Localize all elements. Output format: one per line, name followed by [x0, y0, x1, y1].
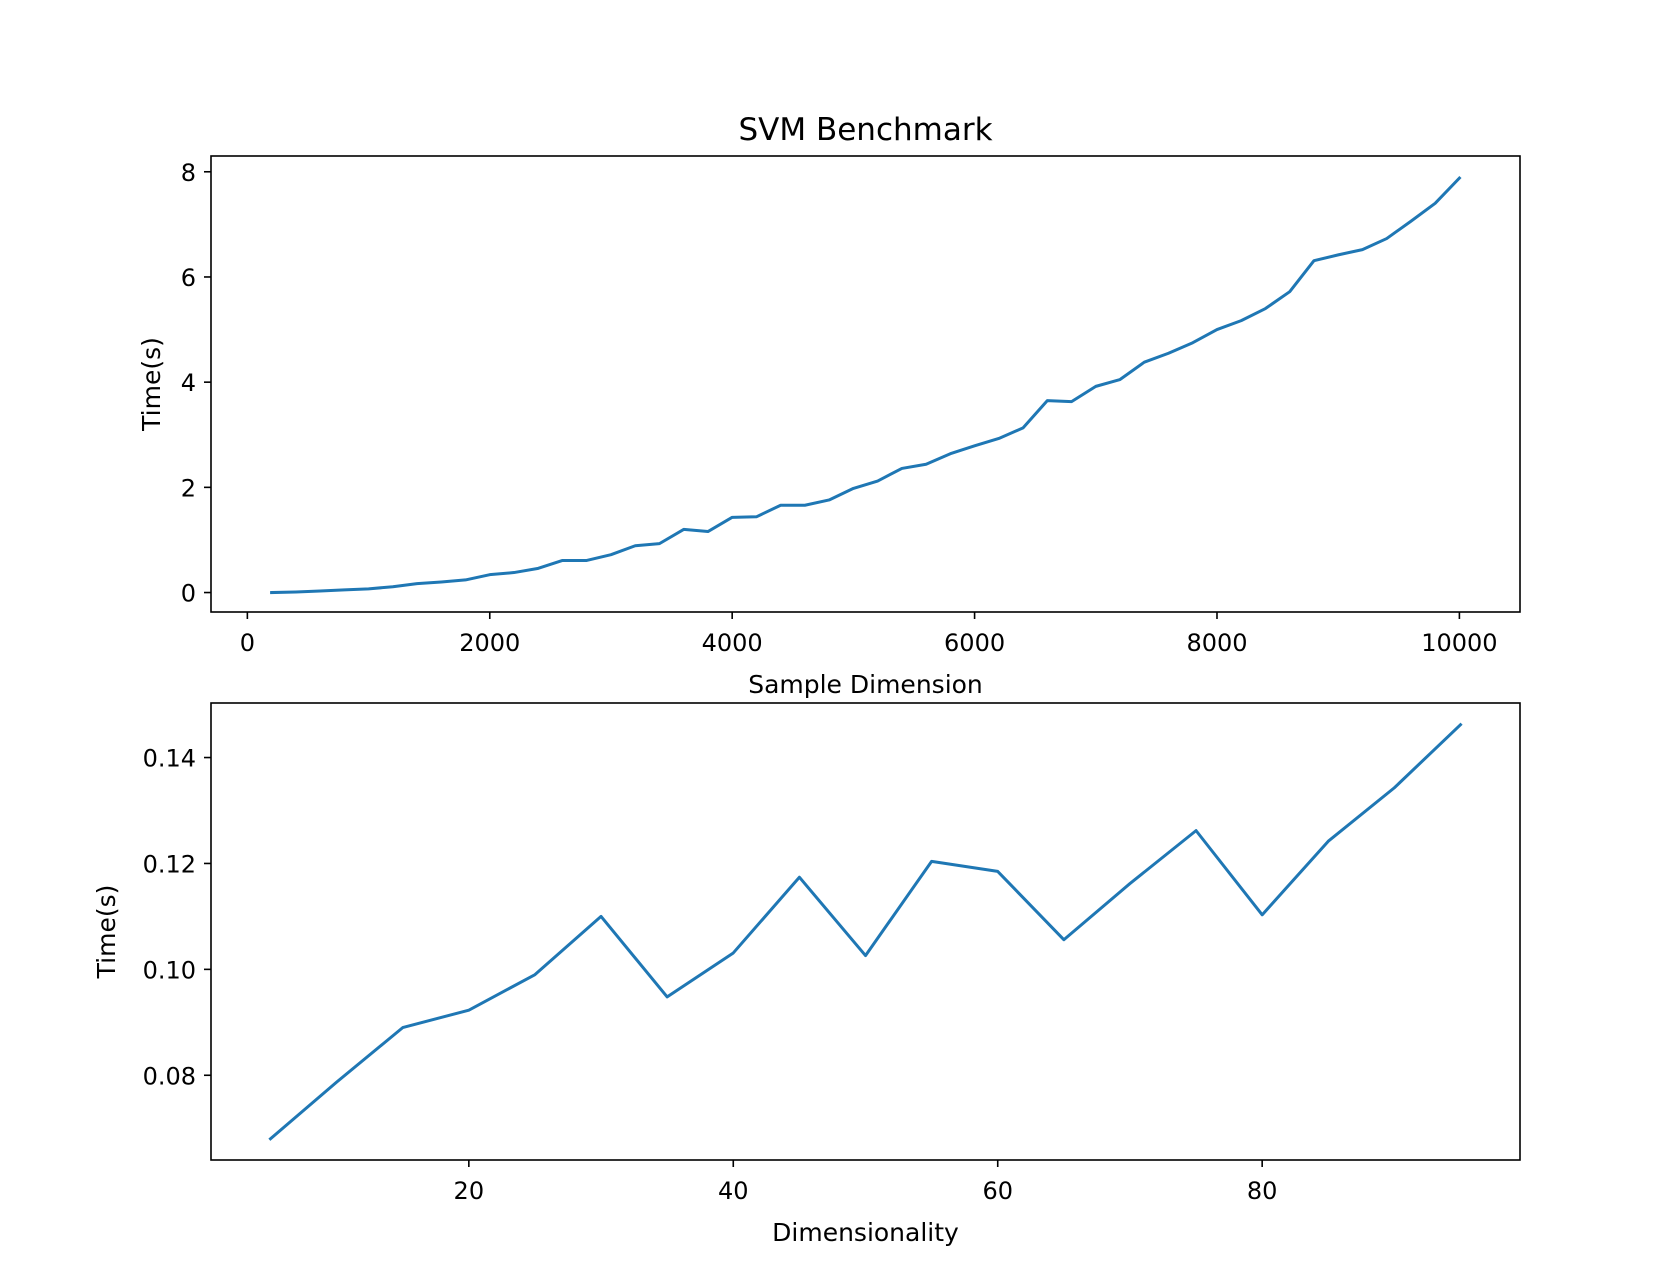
- sample-dimension-chart: 0 2000 4000 6000 8000 10000 0 2 4 6 8 Sample Dimens…: [137, 112, 1521, 699]
- axes-frame: [210, 702, 1521, 1161]
- x-tick-label: 0: [240, 629, 255, 657]
- x-axis-label: Sample Dimension: [748, 670, 983, 699]
- y-tick-label: 0.08: [143, 1062, 196, 1090]
- y-tick-label: 8: [181, 159, 196, 187]
- x-axis-label: Dimensionality: [772, 1218, 959, 1247]
- y-axis-label: Time(s): [92, 885, 121, 980]
- y-tick-label: 0.14: [143, 745, 196, 773]
- y-tick-label: 0: [181, 580, 196, 608]
- x-tick-label: 20: [454, 1177, 485, 1205]
- chart-title: SVM Benchmark: [738, 112, 992, 148]
- y-tick-label: 2: [181, 474, 196, 502]
- series-line: [268, 722, 1463, 1141]
- x-tick-label: 40: [718, 1177, 749, 1205]
- dimensionality-chart: 20 40 60 80 0.08 0.10 0.12 0.14 Dimensionality Ti…: [92, 702, 1521, 1247]
- y-tick-label: 4: [181, 369, 196, 397]
- x-tick-label: 4000: [702, 629, 763, 657]
- x-tick-label: 2000: [459, 629, 520, 657]
- x-tick-label: 6000: [944, 629, 1005, 657]
- y-tick-label: 6: [181, 264, 196, 292]
- x-tick-label: 10000: [1421, 629, 1497, 657]
- y-tick-label: 0.10: [143, 956, 196, 984]
- series-line: [270, 175, 1462, 595]
- x-tick-label: 80: [1247, 1177, 1278, 1205]
- y-axis-label: Time(s): [137, 337, 166, 432]
- y-tick-label: 0.12: [143, 850, 196, 878]
- x-tick-label: 60: [982, 1177, 1013, 1205]
- axes-frame: [210, 155, 1521, 613]
- x-tick-label: 8000: [1186, 629, 1247, 657]
